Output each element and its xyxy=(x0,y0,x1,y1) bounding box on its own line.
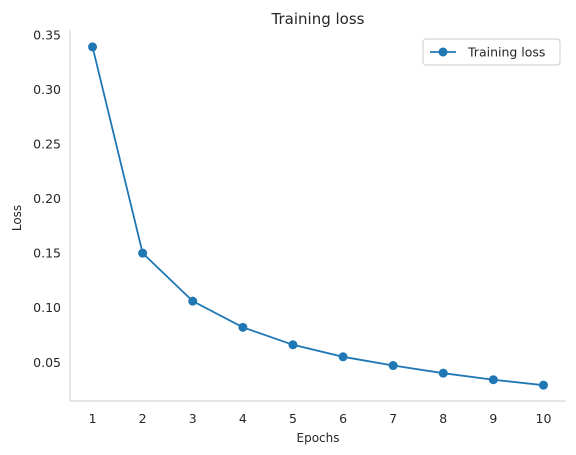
x-tick-label: 5 xyxy=(289,411,297,426)
data-point xyxy=(538,380,548,390)
x-tick-labels: 1 2 3 4 5 6 7 8 9 10 xyxy=(89,411,552,426)
y-tick-label: 0.25 xyxy=(33,137,61,152)
x-tick-label: 10 xyxy=(536,411,552,426)
data-point xyxy=(238,322,248,332)
x-tick-label: 9 xyxy=(489,411,497,426)
y-axis-label: Loss xyxy=(10,205,24,231)
data-point xyxy=(288,340,298,350)
x-tick-label: 3 xyxy=(189,411,197,426)
chart-title: Training loss xyxy=(271,10,365,28)
y-tick-label: 0.05 xyxy=(33,355,61,370)
x-axis-label: Epochs xyxy=(297,431,340,445)
legend-box xyxy=(422,38,561,66)
x-tick-label: 7 xyxy=(389,411,397,426)
x-tick-label: 6 xyxy=(339,411,347,426)
series-layer xyxy=(88,42,548,390)
x-tick-label: 8 xyxy=(439,411,447,426)
series-line xyxy=(91,46,544,387)
axes xyxy=(69,30,566,402)
legend: Training loss xyxy=(422,38,561,66)
data-point xyxy=(438,368,448,378)
legend-label: Training loss xyxy=(467,45,545,60)
data-point xyxy=(188,296,198,306)
data-point xyxy=(138,248,148,258)
legend-marker-swatch xyxy=(438,47,448,57)
data-point xyxy=(388,361,398,371)
x-tick-label: 4 xyxy=(239,411,247,426)
data-point xyxy=(488,375,498,385)
x-tick-label: 1 xyxy=(89,411,97,426)
y-tick-label: 0.15 xyxy=(33,246,61,261)
data-point xyxy=(88,42,98,52)
y-tick-label: 0.35 xyxy=(33,27,61,42)
data-point xyxy=(338,352,348,362)
x-tick-label: 2 xyxy=(139,411,147,426)
y-tick-label: 0.20 xyxy=(33,191,61,206)
y-tick-label: 0.30 xyxy=(33,82,61,97)
y-tick-labels: 0.05 0.10 0.15 0.20 0.25 0.30 0.35 xyxy=(33,27,61,369)
y-tick-label: 0.10 xyxy=(33,300,61,315)
